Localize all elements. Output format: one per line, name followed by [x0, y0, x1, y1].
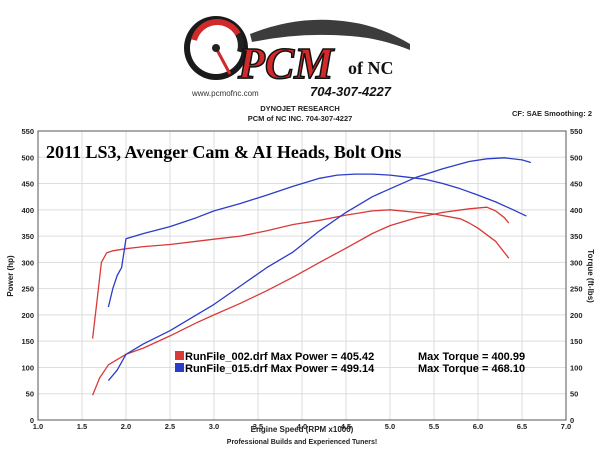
y-right-tick-label: 500 — [570, 153, 583, 162]
legend-swatch-blue — [175, 363, 184, 372]
y-left-tick-label: 350 — [21, 232, 34, 241]
logo-phone: 704-307-4227 — [310, 84, 392, 99]
tachometer-icon — [184, 16, 248, 80]
series-line-runfile-002-drf-power — [91, 206, 510, 396]
pcm-logo: PCM of NC 704-307-4227 www.pcmofnc.com — [184, 16, 410, 99]
x-tick-label: 5.0 — [385, 422, 395, 431]
series-line-runfile-015-drf-power — [107, 157, 531, 382]
series-lines — [91, 157, 531, 396]
legend-swatch-red — [175, 351, 184, 360]
x-tick-label: 7.0 — [561, 422, 571, 431]
y-right-tick-label: 100 — [570, 363, 583, 372]
x-axis-label: Engine Speed (RPM x1000) — [251, 425, 354, 434]
legend-red-power: RunFile_002.drf Max Power = 405.42 — [185, 351, 374, 363]
y-right-tick-label: 250 — [570, 285, 583, 294]
y-left-tick-label: 50 — [26, 390, 34, 399]
y-right-tick-label: 0 — [570, 416, 574, 425]
car-silhouette-icon — [250, 19, 410, 50]
x-tick-label: 3.5 — [253, 422, 263, 431]
x-tick-label: 2.5 — [165, 422, 175, 431]
y-right-tick-label: 300 — [570, 258, 583, 267]
legend: RunFile_002.drf Max Power = 405.42 Max T… — [175, 351, 525, 375]
y-left-tick-label: 100 — [21, 363, 34, 372]
y-left-tick-label: 450 — [21, 180, 34, 189]
legend-blue-power: RunFile_015.drf Max Power = 499.14 — [185, 363, 375, 375]
y-left-tick-label: 300 — [21, 258, 34, 267]
y-left-tick-label: 550 — [21, 127, 34, 136]
x-tick-label: 1.0 — [33, 422, 43, 431]
x-tick-label: 2.0 — [121, 422, 131, 431]
header-line-1: DYNOJET RESEARCH — [260, 104, 340, 113]
x-tick-label: 4.5 — [341, 422, 351, 431]
x-tick-label: 6.5 — [517, 422, 527, 431]
x-tick-label: 5.5 — [429, 422, 439, 431]
y-right-tick-label: 450 — [570, 180, 583, 189]
y-right-tick-label: 200 — [570, 311, 583, 320]
y-right-tick-label: 400 — [570, 206, 583, 215]
y-left-tick-label: 500 — [21, 153, 34, 162]
footer-tagline: Professional Builds and Experienced Tune… — [227, 439, 377, 446]
y-axis-label-left: Power (hp) — [6, 255, 15, 297]
y-right-tick-label: 50 — [570, 390, 578, 399]
legend-red-torque: Max Torque = 400.99 — [418, 351, 525, 363]
logo-url: www.pcmofnc.com — [191, 89, 259, 98]
logo-brand: PCM — [237, 39, 335, 88]
x-tick-label: 3.0 — [209, 422, 219, 431]
y-left-tick-labels: 0 50 100 150 200 250 300 350 400 450 500 550 — [21, 127, 34, 425]
y-left-tick-label: 150 — [21, 337, 34, 346]
legend-blue-torque: Max Torque = 468.10 — [418, 363, 525, 375]
header-cf-smoothing: CF: SAE Smoothing: 2 — [512, 109, 592, 118]
x-tick-label: 1.5 — [77, 422, 87, 431]
plot-frame — [37, 130, 567, 421]
y-left-tick-label: 200 — [21, 311, 34, 320]
grid-lines — [37, 130, 567, 421]
y-right-tick-label: 150 — [570, 337, 583, 346]
series-line-runfile-002-drf-torque — [91, 209, 510, 339]
y-right-tick-label: 350 — [570, 232, 583, 241]
x-tick-label: 4.0 — [297, 422, 307, 431]
header-line-2: PCM of NC INC. 704-307-4227 — [247, 114, 353, 123]
y-right-tick-labels: 0 50 100 150 200 250 300 350 400 450 500 550 — [570, 127, 583, 425]
x-tick-labels: 1.0 1.5 2.0 2.5 3.0 3.5 4.0 4.5 5.0 5.5 6.0 6.5 7.0 — [33, 422, 571, 431]
y-left-tick-label: 400 — [21, 206, 34, 215]
x-tick-label: 6.0 — [473, 422, 483, 431]
chart-title: 2011 LS3, Avenger Cam & AI Heads, Bolt O… — [46, 142, 401, 162]
y-right-tick-label: 550 — [570, 127, 583, 136]
series-line-runfile-015-drf-torque — [107, 173, 527, 308]
logo-brand-suffix: of NC — [348, 58, 394, 78]
y-left-tick-label: 250 — [21, 285, 34, 294]
y-axis-label-right: Torque (ft-lbs) — [586, 249, 595, 303]
y-left-tick-label: 0 — [30, 416, 34, 425]
